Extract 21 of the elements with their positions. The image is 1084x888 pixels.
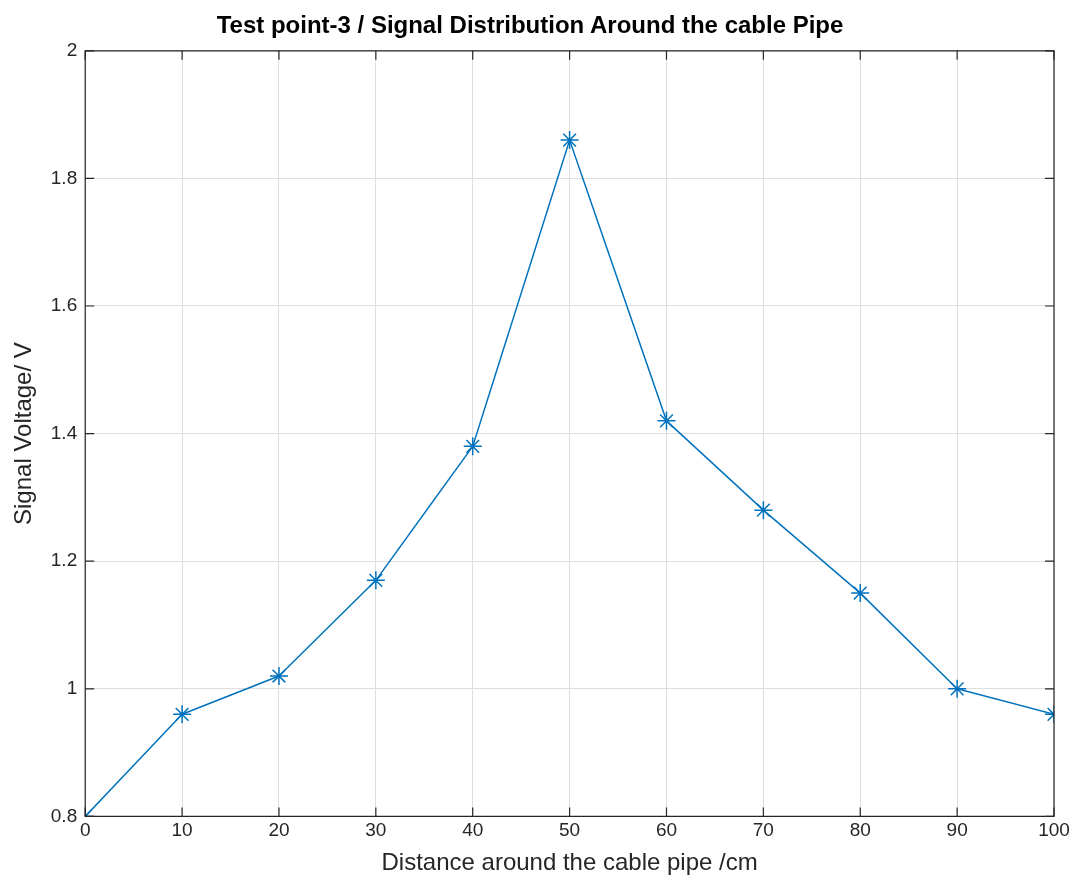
x-tick-label: 10 <box>171 819 193 841</box>
y-tick-label: 2 <box>66 39 78 61</box>
x-tick-label: 50 <box>559 819 581 841</box>
x-tick-label: 90 <box>946 819 968 841</box>
x-tick-label: 20 <box>268 819 290 841</box>
y-tick-label: 1.6 <box>50 294 78 316</box>
x-tick-label: 40 <box>462 819 484 841</box>
x-tick-label: 70 <box>752 819 774 841</box>
x-axis-title: Distance around the cable pipe /cm <box>381 848 758 876</box>
x-tick-label: 80 <box>849 819 871 841</box>
y-tick-label: 0.8 <box>50 804 78 826</box>
x-tick-label: 100 <box>1038 819 1070 841</box>
x-tick-label: 60 <box>655 819 678 841</box>
y-tick-label: 1.4 <box>50 421 78 443</box>
y-tick-label: 1 <box>66 677 78 699</box>
y-tick-label: 1.2 <box>50 549 78 571</box>
x-tick-label: 30 <box>365 819 387 841</box>
y-axis-title: Signal Voltage/ V <box>9 342 37 526</box>
x-tick-label: 0 <box>79 819 91 841</box>
y-tick-label: 1.8 <box>50 166 78 188</box>
chart-title: Test point-3 / Signal Distribution Around the cable Pipe <box>216 11 844 39</box>
